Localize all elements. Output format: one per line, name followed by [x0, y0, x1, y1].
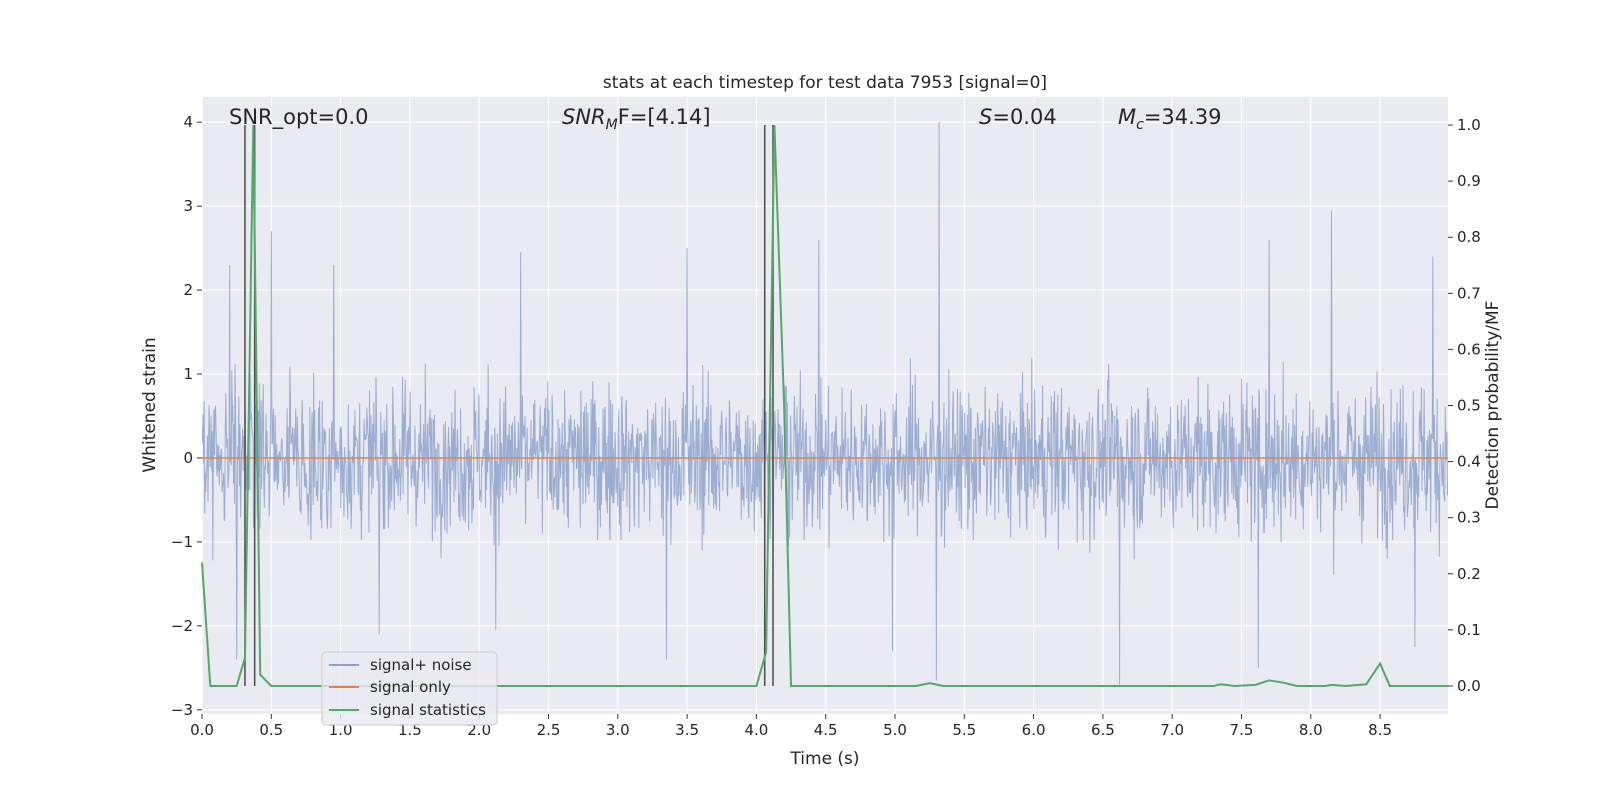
x-tick-label: 7.0 [1160, 721, 1184, 739]
y-tick-label: 2 [183, 281, 193, 299]
mc-value: =34.39 [1144, 105, 1222, 129]
s-symbol: S [979, 105, 992, 129]
y-right-tick-label: 0.8 [1457, 228, 1481, 246]
annotation-mc: Mc=34.39 [1118, 105, 1222, 133]
x-tick-label: 0.5 [259, 721, 283, 739]
mc-sub: c [1136, 117, 1144, 133]
x-axis-ticks: 0.0 0.5 1.0 1.5 2.0 2.5 3.0 3.5 4.0 4.5 5.0 5.5 6.0 6… [190, 714, 1392, 739]
mc-base: M [1118, 105, 1136, 129]
x-tick-label: 6.5 [1091, 721, 1115, 739]
y-tick-label: 0 [183, 449, 193, 467]
y-tick-label: 1 [183, 365, 193, 383]
x-tick-label: 7.5 [1230, 721, 1254, 739]
x-tick-label: 8.0 [1299, 721, 1323, 739]
x-tick-label: 5.5 [952, 721, 976, 739]
marker-lines [244, 125, 774, 686]
annotation-s: S=0.04 [979, 105, 1057, 129]
y-right-tick-label: 0.4 [1457, 453, 1481, 471]
y-axis-label: Whitened strain [140, 337, 160, 472]
annotation-snr-mf: SNRMF=[4.14] [562, 105, 711, 133]
x-tick-label: 6.0 [1022, 721, 1046, 739]
legend-box [321, 651, 498, 726]
snr-mf-sub: M [606, 117, 618, 133]
annotation-snr-opt: SNR_opt=0.0 [229, 105, 369, 130]
y-right-tick-label: 0.6 [1457, 340, 1481, 358]
y-tick-label: 4 [183, 113, 193, 131]
x-axis-label: Time (s) [789, 749, 859, 769]
y-tick-label: 3 [183, 197, 193, 215]
y-tick-label: −1 [171, 533, 193, 551]
y-tick-label: −3 [171, 701, 193, 719]
x-tick-label: 5.0 [883, 721, 907, 739]
y-axis-ticks: 4 3 2 1 0 −1 −2 −3 [171, 113, 202, 719]
y-axis-right-ticks: 1.0 0.9 0.8 0.7 0.6 0.5 0.4 0.3 0.2 0.1 0.0 [1448, 116, 1481, 695]
x-tick-label: 8.5 [1368, 721, 1392, 739]
legend: signal+ noise signal only signal statist… [321, 651, 498, 726]
y-right-tick-label: 0.7 [1457, 284, 1481, 302]
s-value: =0.04 [992, 105, 1056, 129]
x-tick-label: 4.5 [814, 721, 838, 739]
y-right-tick-label: 1.0 [1457, 116, 1481, 134]
chart-title: stats at each timestep for test data 795… [603, 73, 1047, 93]
y-tick-label: −2 [171, 617, 193, 635]
x-tick-label: 0.0 [190, 721, 214, 739]
plot-area [202, 97, 1448, 714]
x-tick-label: 3.0 [606, 721, 630, 739]
signal-statistics-line [201, 125, 1448, 687]
x-tick-label: 3.5 [675, 721, 699, 739]
y-right-tick-label: 0.3 [1457, 509, 1481, 527]
y-right-tick-label: 0.2 [1457, 565, 1481, 583]
snr-mf-rest: F=[4.14] [618, 105, 711, 129]
x-tick-label: 2.5 [537, 721, 561, 739]
legend-label-signal-only: signal only [370, 678, 451, 696]
legend-label-signal-statistics: signal statistics [370, 701, 486, 719]
y-right-tick-label: 0.0 [1457, 677, 1481, 695]
y-right-tick-label: 0.9 [1457, 172, 1481, 190]
legend-label-signal-noise: signal+ noise [370, 656, 472, 674]
y-right-tick-label: 0.1 [1457, 621, 1481, 639]
y-right-tick-label: 0.5 [1457, 397, 1481, 415]
y-axis-right-label: Detection probability/MF [1483, 301, 1503, 510]
x-tick-label: 4.0 [744, 721, 768, 739]
snr-mf-base: SNR [562, 105, 606, 129]
